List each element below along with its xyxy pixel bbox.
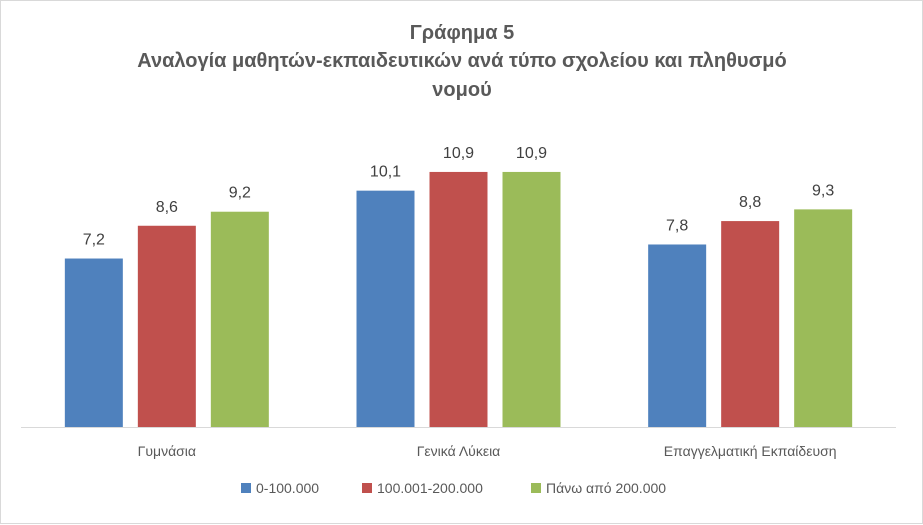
- bar-3-1: [648, 244, 707, 427]
- chart-title: Γράφημα 5: [410, 22, 514, 44]
- bar-3-3: [794, 209, 853, 427]
- legend: 0-100.000 100.001-200.000 Πάνω από 200.000: [241, 480, 666, 496]
- bar-2-2: [429, 171, 488, 427]
- legend-label-2: 100.001-200.000: [377, 480, 483, 496]
- bar-2-1: [356, 190, 415, 427]
- data-label-2-1: 10,1: [370, 164, 401, 181]
- data-label-1-3: 9,2: [229, 185, 251, 202]
- bar-1-3: [210, 211, 269, 427]
- bar-1-2: [137, 225, 196, 427]
- category-label-2: Γενικά Λύκεια: [417, 443, 501, 459]
- data-label-1-1: 7,2: [83, 232, 105, 249]
- data-label-3-2: 8,8: [739, 194, 761, 211]
- category-label-1: Γυμνάσια: [138, 443, 196, 459]
- category-label-3: Επαγγελματική Εκπαίδευση: [664, 443, 837, 459]
- legend-label-1: 0-100.000: [256, 480, 319, 496]
- legend-label-3: Πάνω από 200.000: [546, 480, 666, 496]
- data-label-2-2: 10,9: [443, 145, 474, 162]
- legend-swatch-2: [362, 483, 372, 493]
- data-label-3-3: 9,3: [812, 182, 834, 199]
- bar-3-2: [721, 221, 780, 427]
- bar-1-1: [64, 258, 123, 427]
- legend-swatch-1: [241, 483, 251, 493]
- data-label-3-1: 7,8: [666, 217, 688, 234]
- chart-subtitle-line-2: νομού: [432, 79, 491, 101]
- bar-2-3: [502, 171, 561, 427]
- data-label-2-3: 10,9: [516, 145, 547, 162]
- chart-subtitle-line-1: Αναλογία μαθητών-εκπαιδευτικών ανά τύπο …: [137, 50, 786, 72]
- data-label-1-2: 8,6: [156, 199, 178, 216]
- legend-swatch-3: [531, 483, 541, 493]
- plot-area: 7,2 8,6 9,2 Γυμνάσια 10,1 10,9 10,9 Γενικά Λύκε…: [21, 145, 896, 459]
